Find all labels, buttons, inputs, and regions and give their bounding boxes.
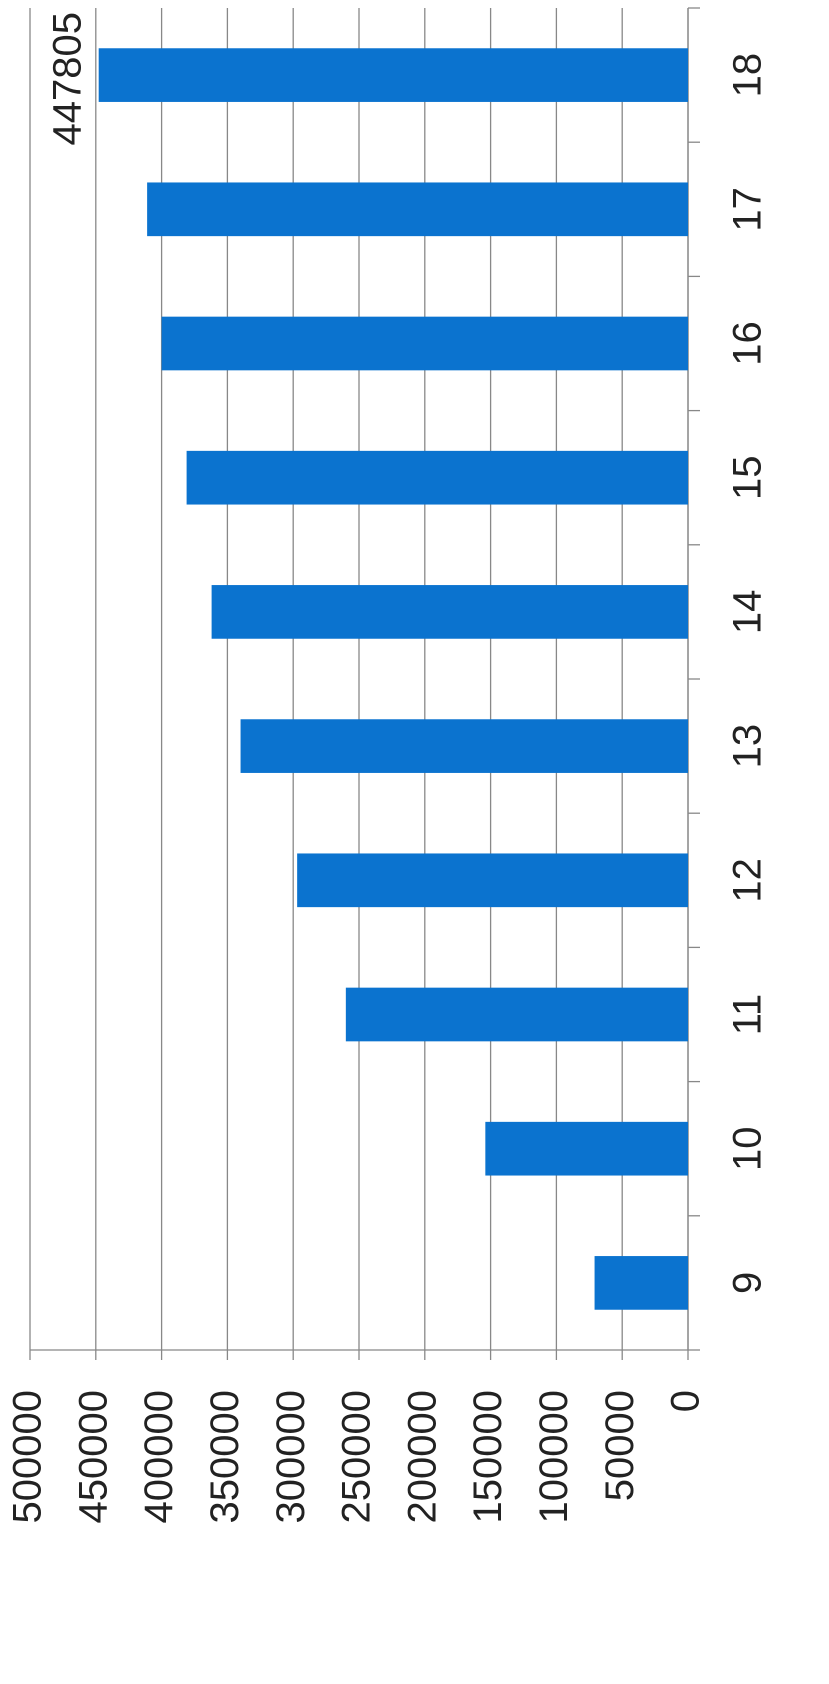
x-tick-label: 15 <box>726 455 770 500</box>
bar <box>240 719 688 773</box>
y-tick-label: 400000 <box>137 1390 181 1523</box>
y-tick-label: 100000 <box>532 1390 576 1523</box>
x-tick-label: 18 <box>726 53 770 98</box>
x-tick-label: 10 <box>726 1126 770 1171</box>
bar <box>161 316 689 371</box>
x-tick-label: 17 <box>726 187 770 232</box>
x-tick-label: 9 <box>726 1272 770 1294</box>
bar <box>345 987 688 1042</box>
y-tick-label: 450000 <box>71 1390 115 1523</box>
y-tick-label: 200000 <box>400 1390 444 1523</box>
y-tick-label: 250000 <box>335 1390 379 1523</box>
bar <box>147 182 688 237</box>
y-tick-label: 500000 <box>6 1390 50 1523</box>
bar <box>186 450 688 505</box>
x-tick-label: 16 <box>726 321 770 366</box>
x-tick-label: 13 <box>726 724 770 769</box>
x-tick-label: 14 <box>726 590 770 635</box>
bar <box>211 585 688 639</box>
y-tick-label: 300000 <box>269 1390 313 1523</box>
x-tick-label: 12 <box>726 858 770 903</box>
x-tick-label: 11 <box>726 994 770 1036</box>
y-tick-label: 50000 <box>598 1390 642 1501</box>
y-tick-label: 150000 <box>466 1390 510 1523</box>
plot: 0 50000 100000 150000 200000 250000 300000 3500… <box>6 7 770 1523</box>
bar <box>485 1121 688 1176</box>
data-label: 447805 <box>46 12 90 145</box>
bar <box>98 48 689 102</box>
y-tick-label: 350000 <box>203 1390 247 1523</box>
y-tick-label: 0 <box>664 1390 708 1412</box>
bar <box>297 853 688 908</box>
bar <box>594 1256 689 1310</box>
